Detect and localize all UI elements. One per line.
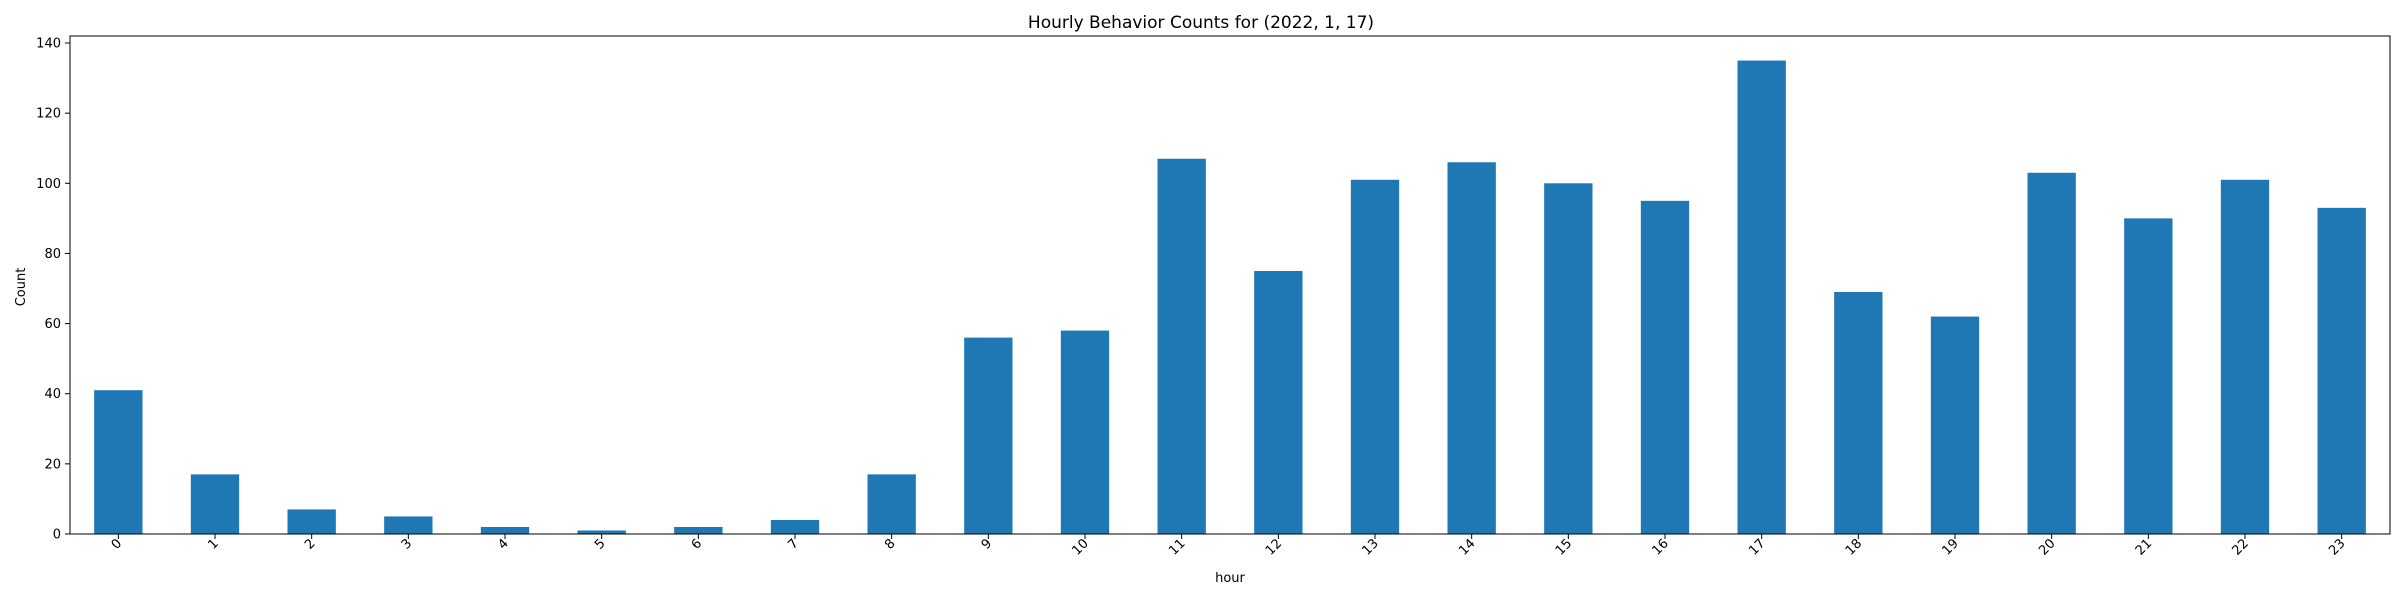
bar-hour-1 bbox=[190, 474, 240, 534]
bar-hour-4 bbox=[480, 526, 530, 534]
x-tick-label-15: 15 bbox=[1553, 536, 1575, 558]
x-tick-label-23: 23 bbox=[2326, 536, 2348, 558]
bar-hour-2 bbox=[287, 509, 336, 534]
x-tick-label-12: 12 bbox=[1263, 536, 1285, 558]
y-tick-label-40: 40 bbox=[44, 387, 61, 402]
x-tick-label-10: 10 bbox=[1070, 536, 1092, 558]
x-tick-label-11: 11 bbox=[1166, 536, 1188, 558]
chart-title: Hourly Behavior Counts for (2022, 1, 17) bbox=[1028, 13, 1374, 33]
bar-hour-13 bbox=[1350, 179, 1400, 535]
x-tick-label-21: 21 bbox=[2133, 536, 2155, 558]
y-axis-label: Count bbox=[14, 268, 29, 307]
bar-hour-8 bbox=[867, 474, 916, 534]
bar-hour-10 bbox=[1060, 330, 1110, 534]
axes-frame bbox=[69, 35, 2391, 535]
x-tick-label-19: 19 bbox=[1940, 536, 1962, 558]
bar-hour-23 bbox=[2317, 207, 2366, 534]
bar-hour-19 bbox=[1930, 316, 1980, 534]
bar-hour-21 bbox=[2124, 218, 2173, 534]
bar-hour-9 bbox=[964, 337, 1013, 534]
x-tick-label-0: 0 bbox=[109, 536, 125, 552]
y-tick-label-60: 60 bbox=[44, 317, 61, 332]
bar-hour-17 bbox=[1737, 60, 1786, 535]
y-tick-label-0: 0 bbox=[53, 528, 61, 543]
bar-hour-7 bbox=[770, 519, 820, 534]
x-tick-label-13: 13 bbox=[1360, 536, 1382, 558]
x-tick-label-18: 18 bbox=[1843, 536, 1865, 558]
x-tick-label-20: 20 bbox=[2036, 536, 2058, 558]
y-tick-label-80: 80 bbox=[44, 247, 61, 262]
x-tick-label-9: 9 bbox=[979, 536, 995, 552]
bar-hour-11 bbox=[1157, 158, 1206, 534]
x-tick-label-16: 16 bbox=[1650, 536, 1672, 558]
bar-hour-15 bbox=[1544, 183, 1593, 535]
bar-hour-12 bbox=[1254, 270, 1303, 534]
x-tick-label-14: 14 bbox=[1456, 536, 1478, 558]
bar-hour-20 bbox=[2027, 172, 2076, 534]
x-tick-label-8: 8 bbox=[882, 536, 898, 552]
x-tick-label-3: 3 bbox=[399, 536, 415, 552]
x-tick-label-1: 1 bbox=[205, 536, 221, 552]
x-axis-label: hour bbox=[1215, 571, 1245, 586]
x-tick-label-5: 5 bbox=[592, 536, 608, 552]
y-tick-label-140: 140 bbox=[36, 37, 61, 52]
x-tick-label-22: 22 bbox=[2230, 536, 2252, 558]
x-tick-label-2: 2 bbox=[302, 536, 318, 552]
x-tick-label-17: 17 bbox=[1746, 536, 1768, 558]
bar-hour-3 bbox=[384, 516, 433, 534]
x-tick-label-7: 7 bbox=[785, 536, 801, 552]
y-tick-label-120: 120 bbox=[36, 107, 61, 122]
y-tick-label-100: 100 bbox=[36, 177, 61, 192]
bar-hour-6 bbox=[674, 526, 723, 534]
bar-hour-22 bbox=[2220, 179, 2270, 535]
bar-hour-16 bbox=[1640, 200, 1690, 534]
bar-hour-18 bbox=[1834, 292, 1883, 534]
y-tick-label-20: 20 bbox=[44, 457, 61, 472]
x-tick-label-4: 4 bbox=[495, 536, 511, 552]
bar-hour-0 bbox=[94, 390, 143, 534]
x-tick-label-6: 6 bbox=[689, 536, 705, 552]
bar-hour-14 bbox=[1447, 162, 1496, 534]
bar-hour-5 bbox=[577, 530, 626, 534]
